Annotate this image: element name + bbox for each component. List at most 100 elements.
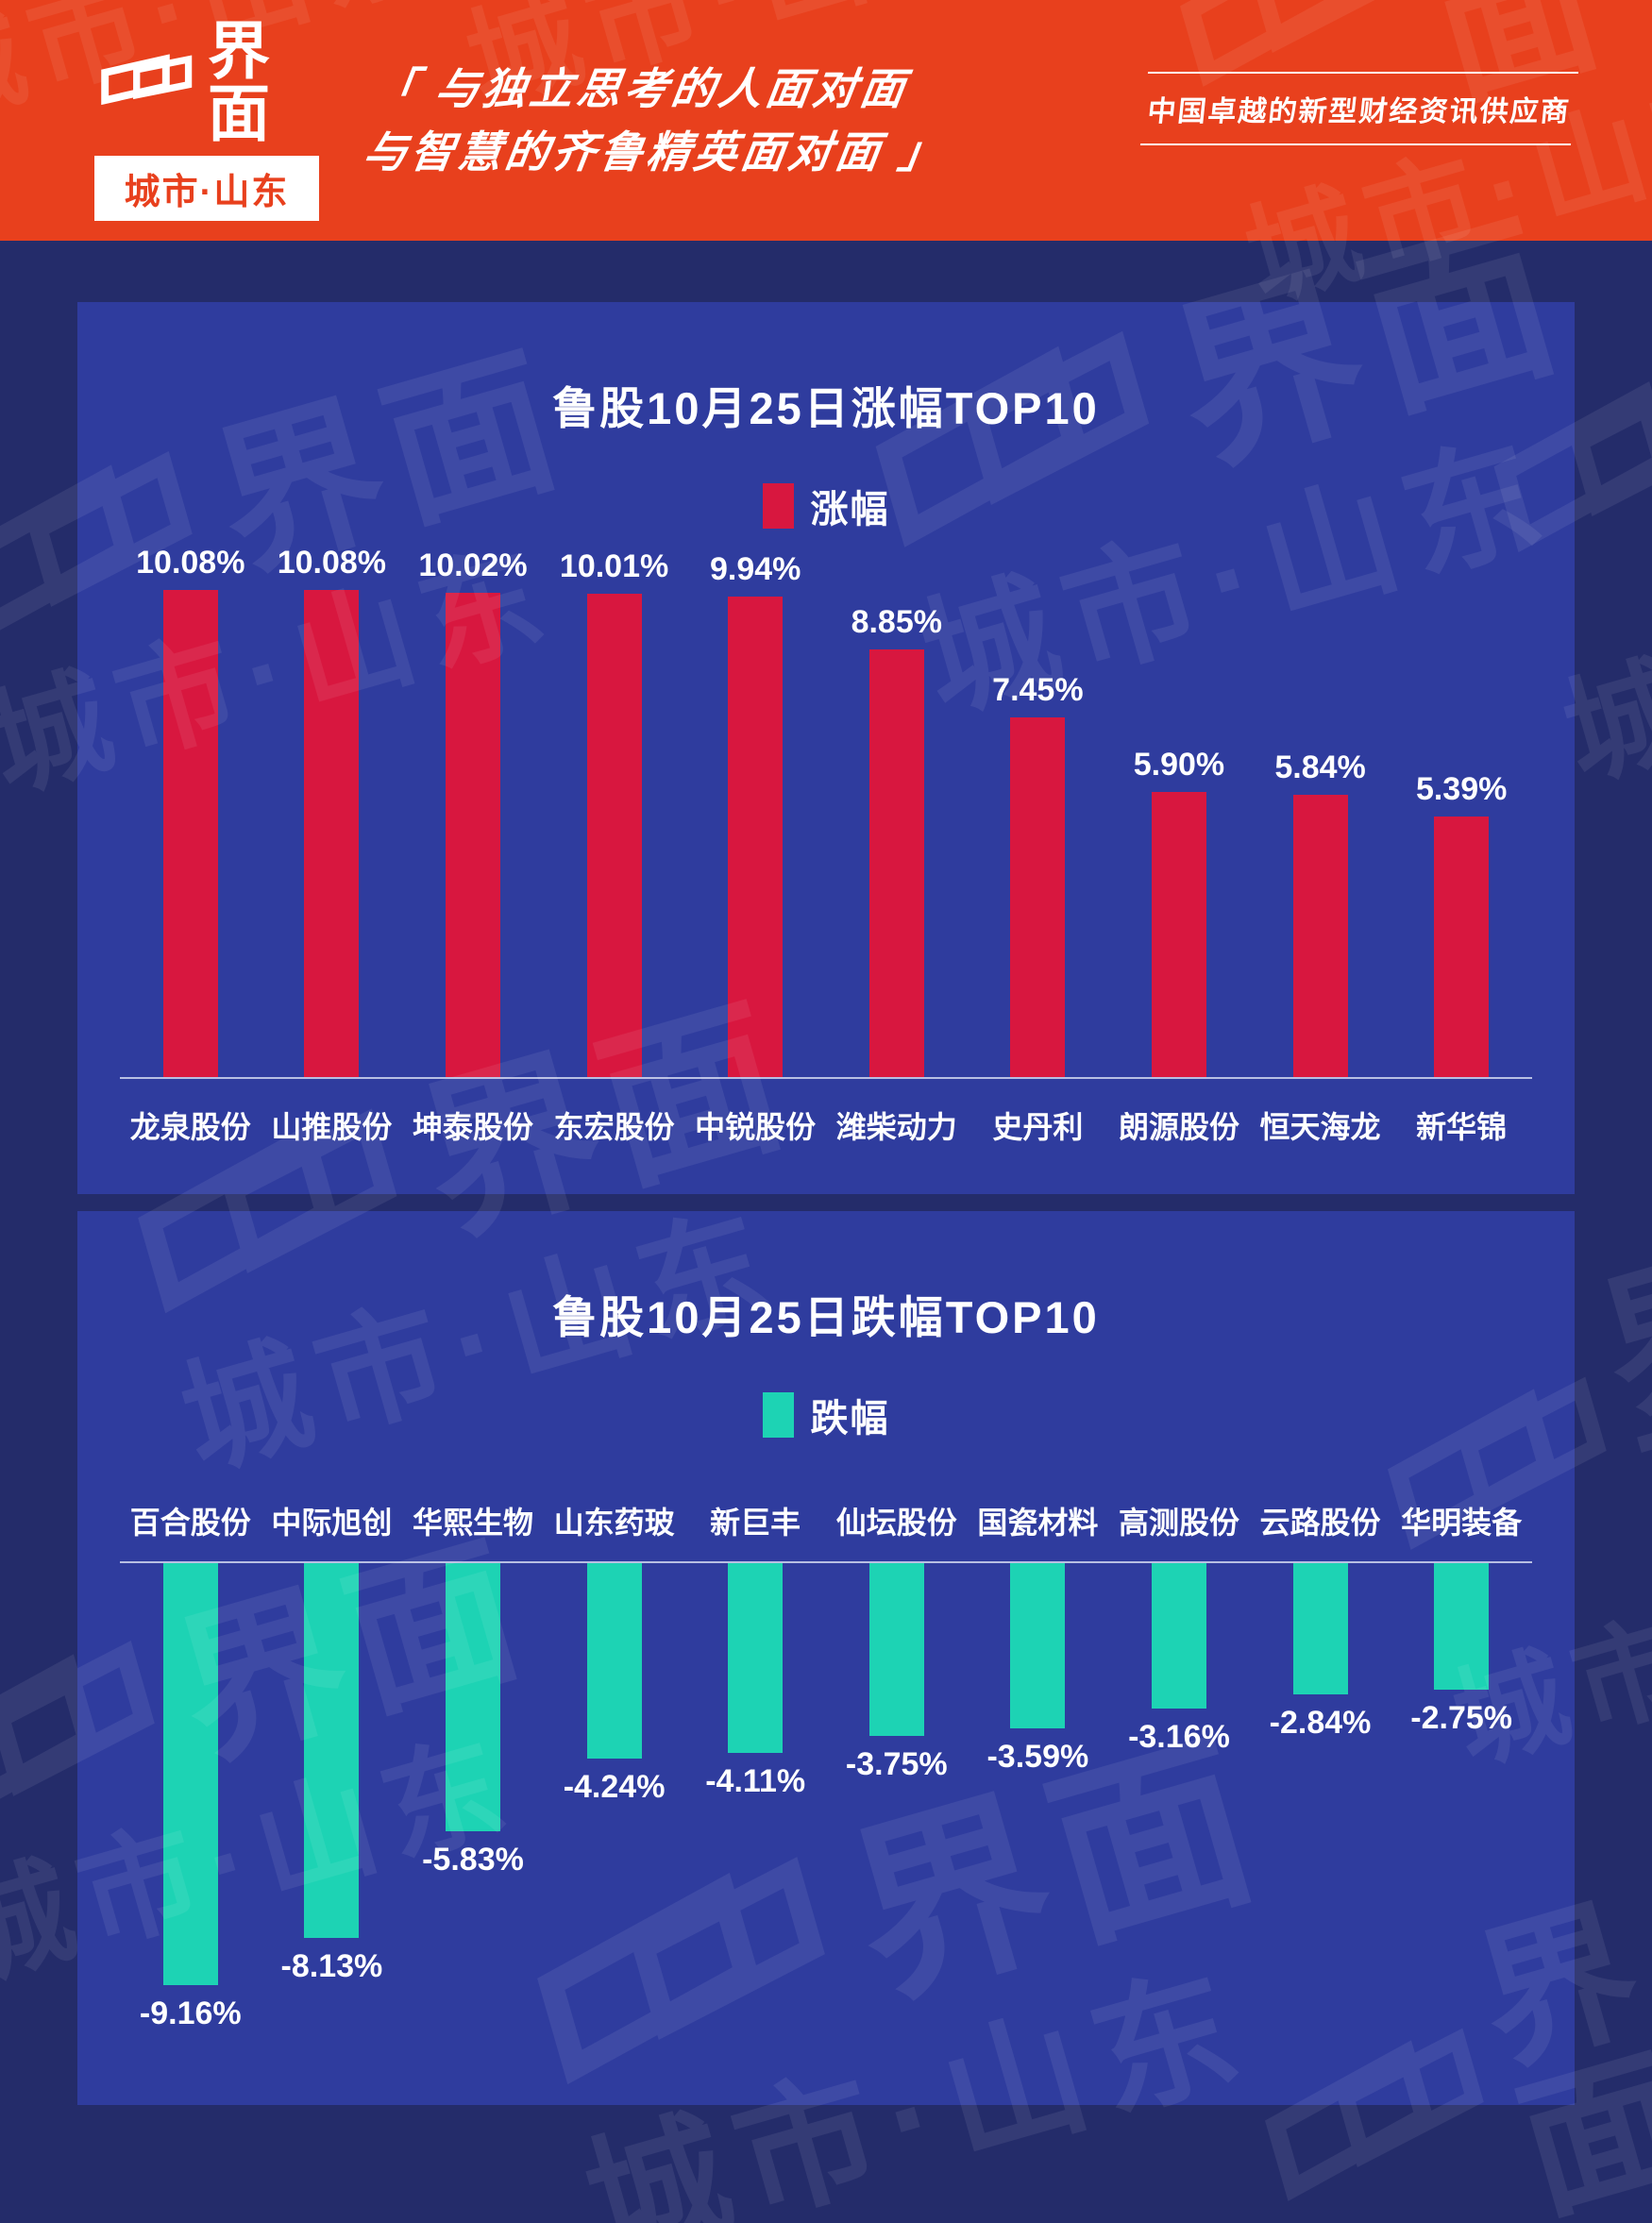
brand-name: 界面 <box>208 16 271 148</box>
bar-column: 5.39% <box>1391 543 1532 1077</box>
bar-column: -2.84% <box>1250 1563 1391 2035</box>
legend-gainers: 涨幅 <box>77 479 1575 533</box>
bar-column: 8.85% <box>826 543 968 1077</box>
plot-area-gainers: 10.08% 10.08% 10.02% 10.01% 9.94% 8.85% 7.45% 5… <box>120 543 1532 1079</box>
legend-label-loss: 跌幅 <box>810 1398 890 1440</box>
category-label: 潍柴动力 <box>835 1110 957 1144</box>
bar-value-label: 10.01% <box>559 547 669 584</box>
chart-title-gainers: 鲁股10月25日涨幅TOP10 <box>552 383 1100 433</box>
category-label: 东宏股份 <box>553 1110 675 1144</box>
category-label: 华明装备 <box>1401 1506 1523 1540</box>
content-area: 鲁股10月25日涨幅TOP10 涨幅 10.08% 10.08% 10.02% 10.… <box>0 241 1652 2105</box>
category-label: 龙泉股份 <box>129 1110 251 1144</box>
bar <box>445 593 500 1077</box>
bar <box>728 597 784 1077</box>
bar <box>586 594 642 1077</box>
legend-label-gain: 涨幅 <box>810 489 890 530</box>
jiemian-logo-icon <box>101 54 193 106</box>
bar <box>1434 1563 1490 1690</box>
legend-swatch-gain <box>762 483 794 529</box>
bar-value-label: -4.11% <box>705 1763 806 1799</box>
bar-value-label: 5.84% <box>1274 749 1366 785</box>
bar-value-label: 10.08% <box>277 544 387 581</box>
bar <box>1151 792 1206 1077</box>
chart-panel-losers: 鲁股10月25日跌幅TOP10 跌幅 百合股份 中际旭创 华熙生物 山东药玻 新巨丰 仙坛… <box>77 1211 1575 2105</box>
bar-column: 10.02% <box>402 543 544 1077</box>
category-axis-losers: 百合股份 中际旭创 华熙生物 山东药玻 新巨丰 仙坛股份 国瓷材料 高测股份 云路股份 华明装备 <box>120 1499 1532 1542</box>
bar <box>445 1563 500 1831</box>
bar <box>1151 1563 1206 1709</box>
category-label: 中锐股份 <box>695 1110 817 1144</box>
category-axis-gainers: 龙泉股份 山推股份 坤泰股份 东宏股份 中锐股份 潍柴动力 史丹利 朗源股份 恒天海龙 新华锦 <box>120 1103 1532 1147</box>
bar-value-label: 10.02% <box>418 547 528 583</box>
category-label: 新华锦 <box>1416 1110 1508 1144</box>
bar-column: 10.01% <box>544 543 685 1077</box>
bar-column: -8.13% <box>261 1563 403 2035</box>
bar <box>1010 717 1066 1077</box>
bar-value-label: -3.16% <box>1128 1719 1230 1755</box>
bar-column: 7.45% <box>968 543 1109 1077</box>
category-label: 百合股份 <box>129 1506 251 1540</box>
bar-value-label: 7.45% <box>992 671 1084 708</box>
bar-column: 10.08% <box>261 543 403 1077</box>
bar-column: -3.16% <box>1108 1563 1250 2035</box>
legend-losers: 跌幅 <box>77 1388 1575 1442</box>
watermark-sub-text: 城市·山东 <box>1318 2166 1652 2223</box>
slogan: 「 与独立思考的人面对面 与智慧的齐鲁精英面对面 」 <box>360 58 960 183</box>
bar-value-label: -3.59% <box>986 1739 1089 1775</box>
bar-column: 10.08% <box>120 543 261 1077</box>
header-banner: 界面 城市·山东 「 与独立思考的人面对面 与智慧的齐鲁精英面对面 」 中国卓越… <box>0 0 1652 241</box>
bar-value-label: -2.75% <box>1410 1700 1512 1736</box>
bar-value-label: 5.39% <box>1415 770 1508 807</box>
bar-column: -4.11% <box>684 1563 826 2035</box>
bar-column: -3.75% <box>826 1563 968 2035</box>
bar-value-label: 5.90% <box>1133 746 1225 783</box>
bar <box>1010 1563 1066 1728</box>
category-label: 中际旭创 <box>271 1506 393 1540</box>
bar-value-label: -3.75% <box>845 1746 948 1782</box>
bar <box>162 1563 218 1985</box>
category-label: 山东药玻 <box>553 1506 675 1540</box>
category-label: 朗源股份 <box>1118 1110 1239 1144</box>
bar-value-label: -2.84% <box>1269 1705 1372 1741</box>
plot-area-losers: -9.16% -8.13% -5.83% -4.24% -4.11% -3.75% -3.5… <box>120 1561 1532 2035</box>
bar-value-label: -9.16% <box>139 1996 242 2031</box>
tagline-text: 中国卓越的新型财经资讯供应商 <box>1145 95 1573 127</box>
bar <box>868 1563 924 1736</box>
bar-column: -9.16% <box>120 1563 261 2035</box>
bar-column: -5.83% <box>402 1563 544 2035</box>
brand-logo-row: 界面 <box>94 20 319 144</box>
category-label: 高测股份 <box>1118 1506 1239 1540</box>
bar <box>1434 817 1490 1077</box>
bar-column: -4.24% <box>544 1563 685 2035</box>
brand-logo: 界面 城市·山东 <box>94 20 319 221</box>
slogan-line2: 与智慧的齐鲁精英面对面 」 <box>360 126 950 177</box>
bar-value-label: -4.24% <box>563 1769 666 1805</box>
category-label: 史丹利 <box>992 1110 1084 1144</box>
bar <box>304 590 360 1077</box>
category-label: 云路股份 <box>1259 1506 1381 1540</box>
bar-value-label: 8.85% <box>851 603 942 640</box>
chart-panel-gainers: 鲁股10月25日涨幅TOP10 涨幅 10.08% 10.08% 10.02% 10.… <box>77 302 1575 1194</box>
bar-column: 5.90% <box>1108 543 1250 1077</box>
bar-column: -2.75% <box>1391 1563 1532 2035</box>
category-label: 新巨丰 <box>710 1506 801 1540</box>
bar-column: 9.94% <box>684 543 826 1077</box>
bar-value-label: 9.94% <box>709 550 801 587</box>
bar <box>1292 1563 1348 1694</box>
bar-value-label: 10.08% <box>136 544 245 581</box>
category-label: 坤泰股份 <box>412 1110 533 1144</box>
chart-title-losers: 鲁股10月25日跌幅TOP10 <box>552 1292 1100 1342</box>
bar-value-label: -5.83% <box>422 1842 524 1878</box>
brand-sub-badge: 城市·山东 <box>94 156 319 221</box>
bar-column: 5.84% <box>1250 543 1391 1077</box>
bar <box>586 1563 642 1759</box>
category-label: 恒天海龙 <box>1259 1110 1381 1144</box>
category-label: 国瓷材料 <box>977 1506 1099 1540</box>
bar <box>304 1563 360 1938</box>
bar-value-label: -8.13% <box>280 1948 383 1984</box>
bar-column: -3.59% <box>968 1563 1109 2035</box>
slogan-line1: 「 与独立思考的人面对面 <box>369 63 912 113</box>
bar <box>728 1563 784 1753</box>
